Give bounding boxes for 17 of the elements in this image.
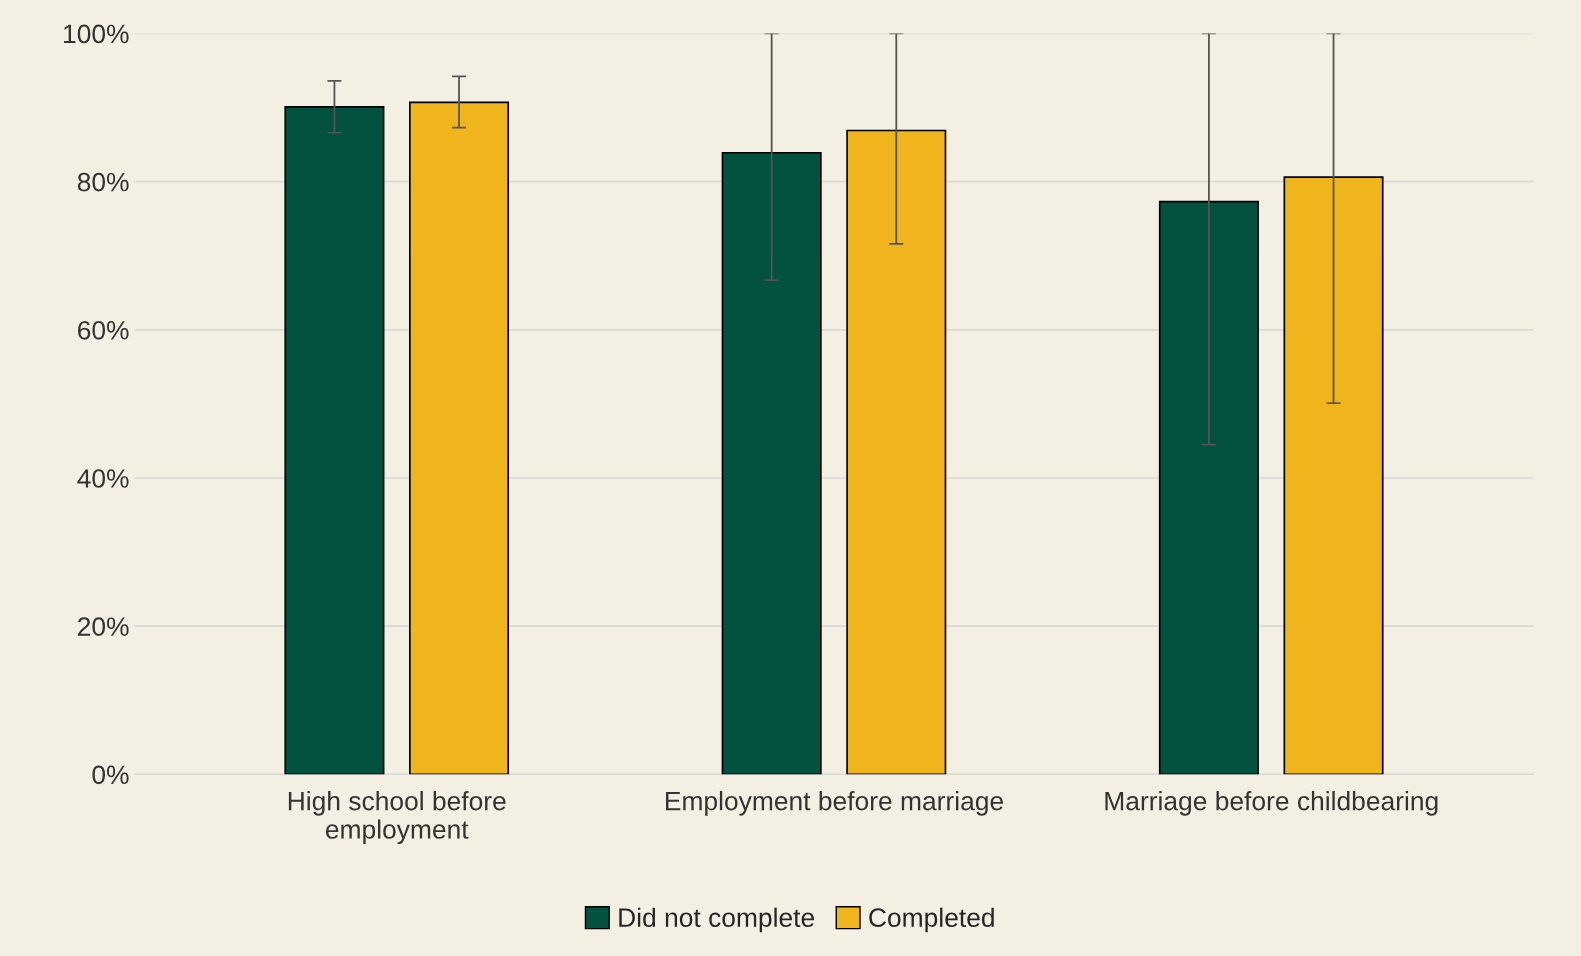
x-tick-label: High school before employment <box>288 791 506 845</box>
x-tick-label: Marriage before childbearing <box>1105 791 1438 816</box>
y-tick-label: 0% <box>92 765 129 785</box>
bar <box>721 151 822 775</box>
x-tick-label: Employment before marriage <box>666 791 1003 816</box>
bar <box>409 101 510 775</box>
legend-label: Completed <box>869 907 994 933</box>
bar <box>284 105 385 775</box>
y-tick-label: 80% <box>77 172 129 192</box>
bar <box>846 129 947 775</box>
y-tick-label: 60% <box>78 320 129 340</box>
y-tick-label: 100% <box>64 24 129 44</box>
bar <box>1158 200 1259 775</box>
y-tick-label: 20% <box>78 617 129 636</box>
y-tick-label: 40% <box>77 469 129 488</box>
bar <box>1283 176 1384 775</box>
legend-label: Did not complete <box>619 907 814 933</box>
